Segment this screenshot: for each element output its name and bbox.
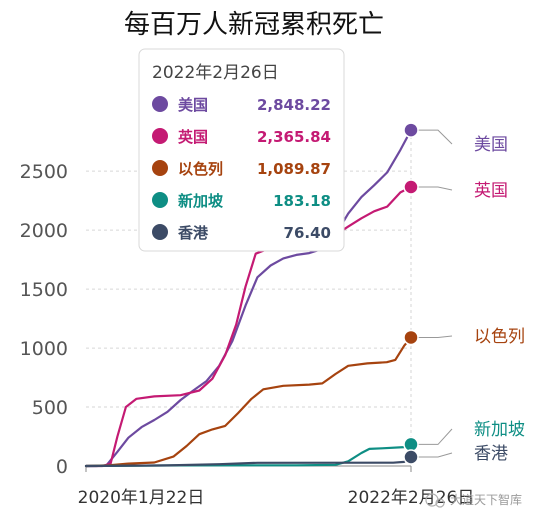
- tooltip-rows: 美国 2,848.22 英国 2,365.84 以色列 1,089.87 新加坡 183.18…: [152, 96, 331, 242]
- tooltip-name-2: 以色列: [178, 160, 223, 178]
- y-tick-label-1000: 1000: [20, 338, 68, 360]
- series-endpoint-2: [403, 329, 419, 346]
- tooltip-swatch-2: [152, 160, 168, 176]
- series-end-label-0: 美国: [474, 135, 508, 155]
- tooltip-value-4: 76.40: [284, 224, 331, 242]
- series-endpoint-4: [403, 449, 419, 465]
- y-tick-label-0: 0: [56, 456, 68, 478]
- series-line-2: [84, 336, 413, 468]
- wechat-icon-dot: [435, 498, 445, 508]
- x-tick-label-1: 2022年2月26日: [348, 488, 475, 508]
- leader-line-0: [418, 129, 453, 145]
- tooltip-name-4: 香港: [178, 224, 209, 242]
- leader-line-3: [418, 428, 453, 445]
- series-end-label-4: 香港: [474, 444, 508, 464]
- chart-title: 每百万人新冠累积死亡: [124, 10, 384, 40]
- leader-line-4: [418, 452, 453, 458]
- series-line-3: [84, 443, 413, 468]
- tooltip-swatch-1: [152, 128, 168, 144]
- series-endpoint-0: [403, 122, 419, 138]
- tooltip-name-1: 英国: [178, 128, 208, 146]
- watermark: 大道天下智库: [425, 492, 522, 508]
- y-axis: 0 500 1000 1500 2000 2500: [20, 161, 68, 478]
- tooltip-swatch-4: [152, 224, 168, 240]
- tooltip-name-0: 美国: [178, 96, 208, 114]
- leader-line-1: [418, 186, 453, 191]
- series-end-label-1: 英国: [474, 181, 508, 201]
- series-line-4: [84, 455, 413, 468]
- y-tick-label-2500: 2500: [20, 161, 68, 183]
- tooltip-value-1: 2,365.84: [257, 128, 331, 146]
- tooltip-swatch-3: [152, 192, 168, 208]
- leader-line-2: [418, 335, 453, 338]
- series-end-label-2: 以色列: [474, 327, 525, 347]
- tooltip-date: 2022年2月26日: [152, 63, 279, 83]
- series-endpoint-1: [403, 179, 419, 195]
- y-tick-label-2000: 2000: [20, 220, 68, 242]
- x-axis: 2020年1月22日 2022年2月26日: [78, 465, 475, 508]
- series-lines: [84, 129, 413, 468]
- tooltip-swatch-0: [152, 96, 168, 112]
- y-tick-label-1500: 1500: [20, 279, 68, 301]
- series-line-0: [84, 129, 413, 468]
- y-tick-label-500: 500: [32, 397, 68, 419]
- watermark-text: 大道天下智库: [450, 492, 522, 507]
- tooltip-box: [138, 48, 345, 252]
- tooltip-value-2: 1,089.87: [257, 160, 331, 178]
- tooltip-panel: 2022年2月26日 美国 2,848.22 英国 2,365.84 以色列 1,089.…: [138, 48, 345, 252]
- tooltip-name-3: 新加坡: [178, 192, 223, 210]
- tooltip-value-3: 183.18: [273, 192, 331, 210]
- series-line-1: [84, 185, 413, 468]
- tooltip-value-0: 2,848.22: [257, 96, 331, 114]
- x-tick-label-0: 2020年1月22日: [78, 488, 205, 508]
- series-end-label-3: 新加坡: [474, 420, 525, 440]
